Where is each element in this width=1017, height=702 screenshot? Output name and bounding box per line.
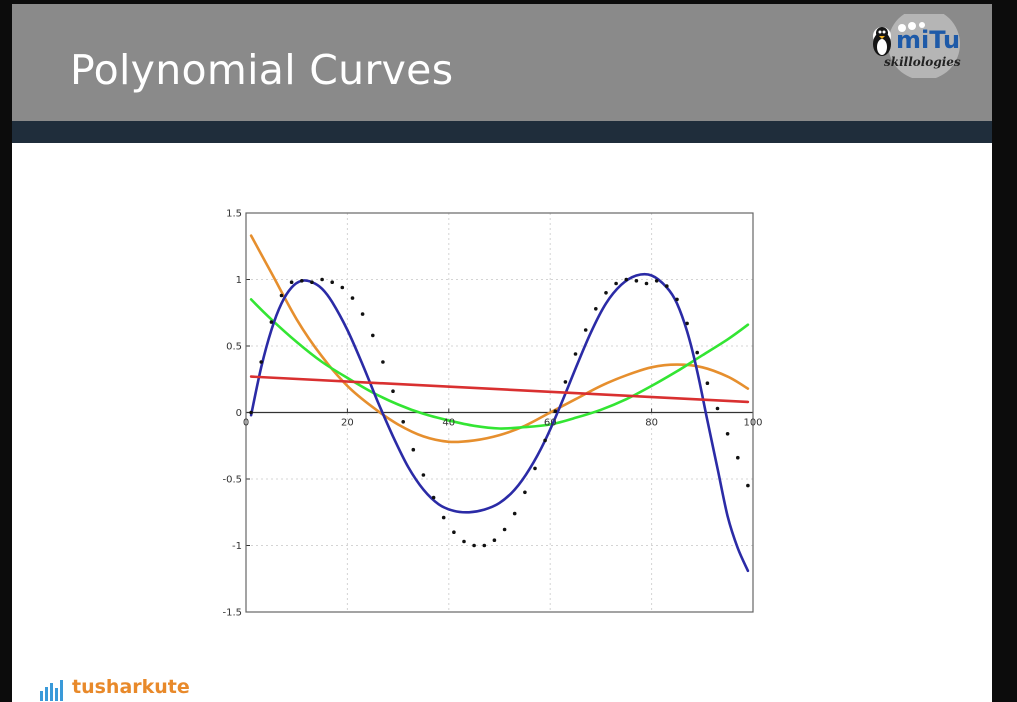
series-line — [249, 272, 750, 573]
y-tick-label: 1.5 — [226, 209, 242, 220]
data-point — [583, 328, 588, 332]
data-point — [492, 538, 497, 542]
y-tick-label: -1 — [232, 541, 242, 552]
data-point — [512, 511, 517, 516]
data-point — [279, 293, 284, 298]
y-tick-label: 0.5 — [226, 342, 242, 353]
data-point — [259, 360, 263, 364]
series-group — [249, 234, 750, 573]
footer-brand-text: tusharkute — [72, 676, 190, 698]
data-point — [401, 420, 406, 424]
data-point — [675, 297, 679, 302]
x-tick-label: 80 — [645, 418, 658, 429]
y-tick-label: -1.5 — [222, 608, 242, 619]
data-point — [573, 352, 578, 356]
logo-brand-text: miTu — [896, 26, 961, 54]
y-tick-label: -0.5 — [222, 475, 242, 486]
data-point — [482, 543, 487, 548]
data-point — [391, 389, 395, 394]
data-point — [533, 466, 537, 471]
data-point — [269, 320, 274, 324]
x-tick-label: 60 — [544, 418, 557, 429]
data-point — [431, 495, 436, 500]
data-point — [553, 409, 558, 414]
data-point — [350, 296, 355, 300]
data-point — [472, 543, 476, 548]
y-tick-label: 1 — [236, 275, 242, 286]
slide-title: Polynomial Curves — [70, 46, 454, 94]
data-point — [665, 284, 669, 288]
data-point — [300, 279, 304, 283]
data-point — [705, 381, 710, 386]
data-point — [330, 280, 335, 285]
x-tick-label: 0 — [243, 418, 249, 429]
footer-logo: tusharkute — [38, 677, 238, 702]
series-line — [249, 298, 750, 430]
data-point — [310, 280, 314, 285]
polynomial-chart: 0 20 40 60 80 100 1.5 1 0.5 0 -0.5 -1 -1.5 — [222, 209, 762, 619]
mitu-skillologies-logo: miTu skillologies — [862, 8, 977, 80]
data-point — [563, 380, 568, 384]
data-point — [502, 527, 507, 532]
data-point — [746, 483, 750, 488]
bar-chart-icon — [40, 680, 63, 701]
data-point — [320, 277, 324, 282]
data-point — [421, 473, 426, 477]
logo-tagline-text: skillologies — [884, 55, 961, 69]
data-point — [614, 281, 618, 286]
data-point — [736, 455, 740, 460]
x-tick-label: 40 — [442, 418, 455, 429]
data-point — [340, 285, 345, 290]
data-point — [644, 281, 649, 286]
data-point — [411, 447, 416, 452]
data-point — [523, 490, 527, 495]
data-point — [715, 406, 720, 411]
data-point — [654, 279, 659, 283]
x-tick-label: 100 — [743, 418, 762, 429]
x-tick-label: 20 — [341, 418, 354, 429]
data-point — [360, 312, 365, 316]
data-point — [462, 539, 466, 544]
y-tick-label: 0 — [236, 408, 242, 419]
data-point — [249, 410, 253, 415]
data-point — [371, 333, 375, 338]
data-point — [725, 432, 730, 436]
data-point — [685, 321, 689, 326]
data-point — [289, 280, 294, 285]
data-point — [381, 360, 385, 364]
data-point — [594, 307, 598, 311]
data-point — [452, 530, 456, 534]
data-point — [441, 515, 446, 520]
data-point — [624, 277, 629, 282]
title-divider-stripe — [12, 121, 992, 143]
plot-frame — [245, 212, 754, 613]
slide: Polynomial Curves miTu skillologies — [12, 4, 992, 702]
data-point — [634, 279, 639, 283]
series-line — [249, 375, 750, 404]
data-point — [604, 291, 608, 295]
slide-title-bar: Polynomial Curves miTu skillologies — [12, 4, 992, 121]
data-point — [543, 438, 547, 443]
logo-mark-icon — [873, 8, 960, 80]
data-point — [695, 350, 699, 355]
tick-labels: 0 20 40 60 80 100 1.5 1 0.5 0 -0.5 -1 -1.5 — [222, 209, 762, 619]
